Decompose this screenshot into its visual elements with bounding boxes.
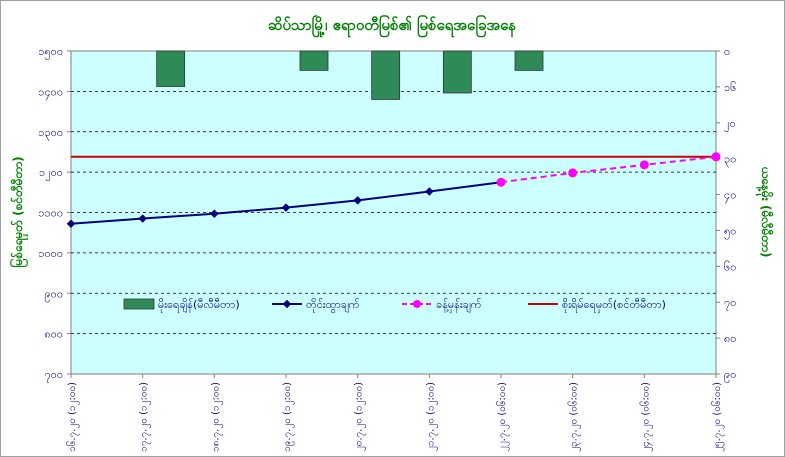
rain-bars — [156, 50, 544, 100]
x-tick-label: ၁၇.၇.၂၀ (၁၂:၀၀) — [139, 382, 152, 452]
forecast-point — [568, 168, 578, 178]
legend-marker — [282, 299, 292, 309]
left-tick-label: ၈၀၀ — [44, 328, 63, 341]
x-tick-label: ၂၂.၇.၂၀ (၀၆:၀၀) — [495, 382, 510, 451]
left-tick-label: ၁၀၀၀ — [38, 247, 63, 260]
x-tick-label: ၁၈.၇.၂၀ (၁၂:၀၀) — [210, 382, 223, 452]
right-tick-label: ၇၀ — [724, 296, 736, 311]
legend-marker — [413, 300, 421, 308]
observed-point — [425, 187, 434, 196]
rain-bar — [156, 50, 186, 87]
right-tick-label: ၅၀ — [724, 224, 736, 239]
right-tick-label: ၆၀ — [724, 260, 736, 273]
right-tick-label: ၈၀ — [724, 332, 736, 345]
right-tick-label: ၉၀ — [724, 368, 736, 383]
observed-point — [353, 196, 362, 205]
left-tick-label: ၇၀၀ — [44, 368, 63, 383]
forecast-point — [711, 152, 721, 162]
x-tick-label: ၁၆.၇.၂၀ (၁၂:၀၀) — [65, 382, 80, 452]
forecast-point — [496, 177, 506, 187]
right-tick-label: ၃၀ — [724, 153, 736, 168]
forecast-line — [500, 155, 717, 184]
x-tick-label: ၁၉.၇.၂၀ (၁၂:၀၀) — [282, 382, 295, 452]
legend: မိုးရေချိန်(မီလီမီတာ) တိုင်းထွာချက် ခန့်မှ… — [123, 298, 666, 313]
observed-point — [281, 203, 291, 212]
right-tick-label: ၂၀ — [724, 117, 736, 132]
x-tick-label: ၂၀.၇.၂၀ (၁၂:၀၀) — [354, 382, 367, 451]
observed-point — [210, 209, 219, 218]
rain-bar — [442, 50, 472, 94]
y-axis-title-right: ယနေ့မိုး (မီလီမီတာ) — [755, 165, 775, 257]
left-tick-label: ၁၂၀၀ — [39, 166, 63, 181]
x-tick-label: ၂၁.၇.၂၀ (၁၂:၀၀) — [425, 382, 438, 451]
y-axis-title-left: မြစ်ရေမှတ် (စင်တီမီတာ) — [8, 156, 29, 267]
legend-label: တိုင်းထွာချက် — [306, 298, 360, 313]
legend-label: မိုးရေချိန်(မီလီမီတာ) — [158, 298, 240, 313]
left-tick-label: ၁၃၀၀ — [38, 126, 63, 141]
x-tick-label: ၂၃.၇.၂၀ (၀၆:၀၀) — [567, 382, 582, 452]
x-tick-label: ၂၅.၇.၂၀ (၀၆:၀၀) — [710, 382, 725, 452]
rain-bar — [299, 50, 329, 71]
observed-point — [66, 219, 76, 229]
observed-point — [138, 214, 147, 223]
left-tick-label: ၉၀၀ — [44, 287, 63, 302]
legend-swatch — [123, 298, 155, 310]
legend-label: စိုးရိမ်ရေမှတ်(စင်တီမီတာ) — [562, 298, 666, 313]
forecast-point — [639, 160, 649, 170]
legend-label: ခန့်မှန်းချက် — [436, 298, 482, 313]
water-level-lines — [66, 152, 721, 229]
left-tick-label: ၁၄၀၀ — [38, 85, 63, 100]
left-tick-label: ၁၁၀၀ — [38, 207, 63, 220]
rain-bar — [371, 50, 401, 100]
rain-bar — [514, 50, 544, 71]
x-tick-label: ၂၄.၇.၂၀ (၀၆:၀၀) — [638, 382, 653, 452]
right-tick-label: ၁၆ — [724, 81, 736, 94]
right-tick-label: ၀ — [724, 45, 730, 58]
left-tick-label: ၁၅၀၀ — [38, 45, 63, 60]
right-tick-label: ၄၀ — [724, 189, 736, 204]
x-axis: ၁၆.၇.၂၀ (၁၂:၀၀) ၁၇.၇.၂၀ (၁၂:၀၀) ၁၈.၇.၂၀ (၁… — [65, 374, 725, 452]
